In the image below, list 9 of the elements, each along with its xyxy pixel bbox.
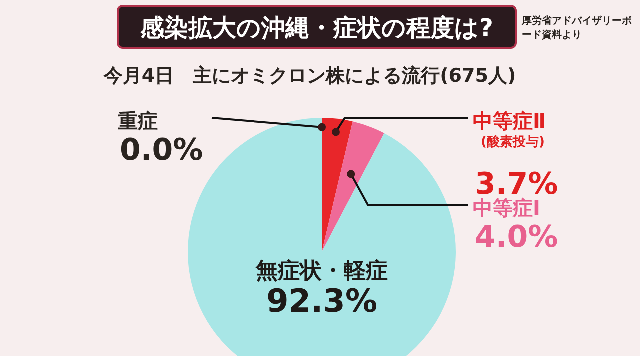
- text: 厚労省アドバイザリーボード資料より: [521, 15, 632, 41]
- slice-label: 中等症Ⅱ (酸素投与): [473, 109, 546, 150]
- chart-title: 感染拡大の沖縄・症状の程度は?: [140, 14, 494, 42]
- slice-label: 無症状・軽症: [255, 259, 388, 284]
- category-label: 重症: [118, 109, 158, 133]
- data-label: 4.0%: [475, 220, 558, 255]
- data-label: 92.3%: [266, 282, 378, 320]
- text: 0.0%: [120, 133, 204, 168]
- chart-subtitle: 今月4日 主にオミクロン株による流行(675人): [102, 65, 516, 87]
